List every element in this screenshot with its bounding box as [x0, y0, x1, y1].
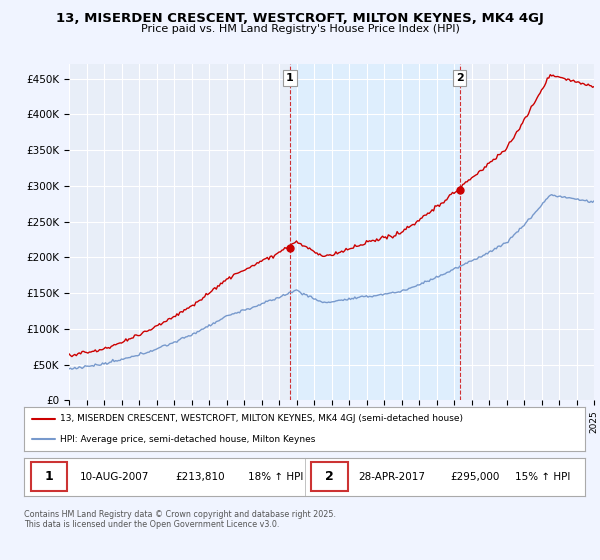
Text: Contains HM Land Registry data © Crown copyright and database right 2025.
This d: Contains HM Land Registry data © Crown c… [24, 510, 336, 529]
Text: 1: 1 [286, 73, 294, 83]
Text: 13, MISERDEN CRESCENT, WESTCROFT, MILTON KEYNES, MK4 4GJ: 13, MISERDEN CRESCENT, WESTCROFT, MILTON… [56, 12, 544, 25]
Bar [290, 64, 460, 400]
Text: Price paid vs. HM Land Registry's House Price Index (HPI): Price paid vs. HM Land Registry's House … [140, 24, 460, 34]
Text: HPI: Average price, semi-detached house, Milton Keynes: HPI: Average price, semi-detached house,… [61, 435, 316, 444]
Text: 10-AUG-2007: 10-AUG-2007 [80, 472, 149, 482]
Text: 2: 2 [456, 73, 464, 83]
Text: 15% ↑ HPI: 15% ↑ HPI [515, 472, 570, 482]
FancyBboxPatch shape [31, 462, 67, 491]
Text: £213,810: £213,810 [175, 472, 225, 482]
Text: 28-APR-2017: 28-APR-2017 [358, 472, 425, 482]
Text: £295,000: £295,000 [451, 472, 500, 482]
Text: 1: 1 [45, 470, 53, 483]
Text: 2: 2 [325, 470, 334, 483]
Text: 13, MISERDEN CRESCENT, WESTCROFT, MILTON KEYNES, MK4 4GJ (semi-detached house): 13, MISERDEN CRESCENT, WESTCROFT, MILTON… [61, 414, 463, 423]
FancyBboxPatch shape [311, 462, 347, 491]
Text: 18% ↑ HPI: 18% ↑ HPI [248, 472, 304, 482]
